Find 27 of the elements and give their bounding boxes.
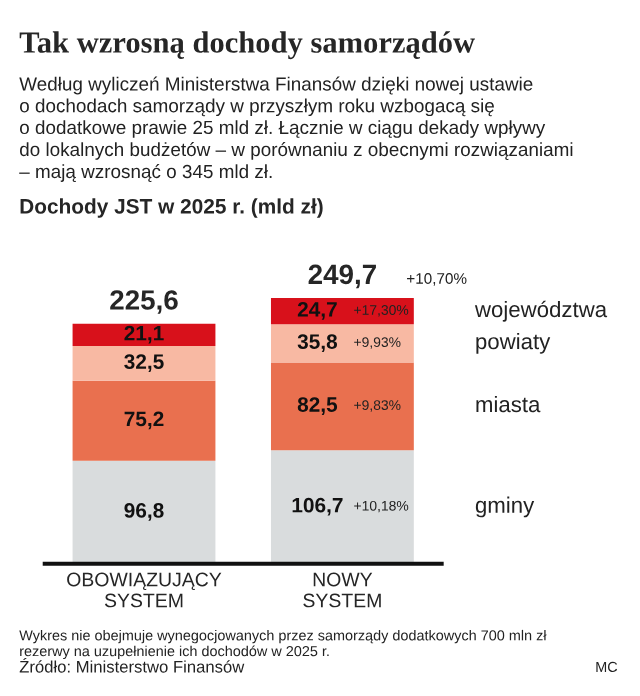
data-label: 96,8 — [124, 503, 164, 521]
total-label: 225,6 — [110, 290, 178, 314]
chart-subtitle: Według wyliczeń Ministerstwa Finansów dzięki nowej ustawie o dochodach samorządy w przyszłym roku wzbogacą się o dodatkowe prawie 25 mld zł. Łącznie w ciągu dekady wpływy do lokalnych budżetów – w porównaniu z obecnymi rozwiązaniami – mają wzrosnąć o 345 mld zł. — [19, 76, 573, 182]
text: Źródło: Ministerstwo Finansów — [19, 658, 245, 673]
data-label: 24,7 — [297, 302, 337, 320]
chart-title: Tak wzrosną dochody samorządów — [19, 31, 475, 60]
total-label: 249,7 — [308, 264, 376, 289]
text: powiaty — [476, 332, 551, 354]
data-label: 106,7 — [292, 497, 343, 516]
text: województwa — [474, 300, 608, 322]
bar — [270, 324, 414, 363]
bar — [270, 362, 414, 451]
data-label: 21,1 — [124, 325, 164, 344]
text: gminy — [475, 496, 535, 518]
x-tick-label: NOWY SYSTEM — [303, 572, 381, 608]
x-tick-label: OBOWIĄZUJĄCY SYSTEM — [67, 572, 222, 608]
data-label: 32,5 — [124, 354, 164, 373]
data-label: 35,8 — [297, 334, 338, 352]
bar — [72, 346, 216, 381]
data-label: 75,2 — [124, 411, 164, 430]
bar — [72, 380, 216, 461]
y-axis-title: Dochody JST w 2025 r. (mld zł) — [20, 198, 323, 218]
bar — [72, 323, 216, 347]
bar — [72, 460, 216, 564]
data-label: 82,5 — [297, 397, 338, 415]
text: miasta — [476, 395, 541, 413]
bar — [270, 450, 414, 564]
